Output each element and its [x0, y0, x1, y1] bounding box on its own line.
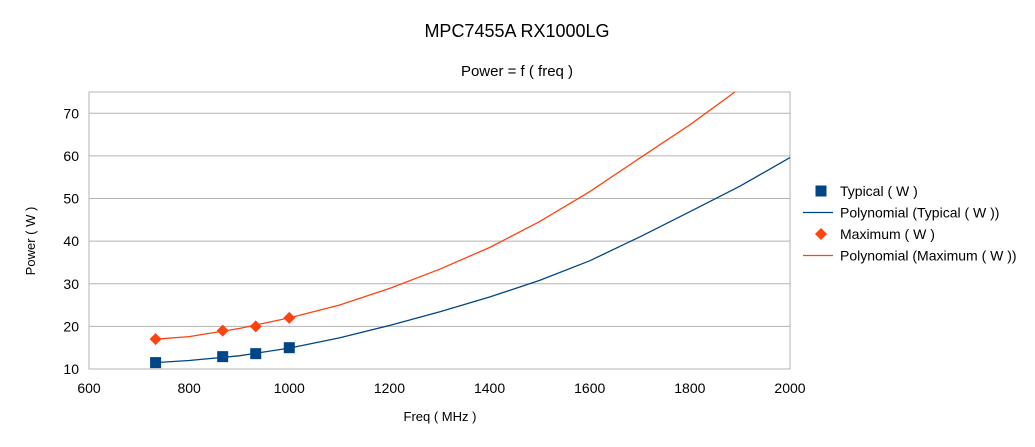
y-tick-label: 50 [63, 191, 79, 207]
legend: Typical ( W ) Polynomial (Typical ( W )) M… [803, 183, 1017, 264]
legend-diamond-icon [815, 228, 827, 240]
x-tick-label: 1400 [474, 380, 505, 396]
legend-entry-label: Polynomial (Typical ( W )) [840, 205, 999, 221]
y-axis-label: Power ( W ) [23, 207, 38, 276]
x-tick-label: 1000 [274, 380, 305, 396]
typical-data-point [217, 351, 229, 363]
maximum-data-point [283, 311, 296, 324]
typical-data-point [250, 348, 262, 360]
x-tick-label: 1800 [674, 380, 705, 396]
y-tick-label: 10 [63, 361, 79, 377]
typical-data-point [283, 342, 295, 354]
chart-title: MPC7455A RX1000LG [424, 21, 609, 41]
x-axis-label: Freq ( MHz ) [404, 409, 477, 424]
legend-entry-label: Polynomial (Maximum ( W )) [840, 248, 1017, 264]
legend-entry-label: Maximum ( W ) [840, 226, 935, 242]
maximum-data-point [249, 320, 262, 333]
trendline-series-line [155, 91, 736, 340]
y-tick-label: 60 [63, 148, 79, 164]
x-tick-label: 1200 [374, 380, 405, 396]
y-tick-label: 30 [63, 276, 79, 292]
maximum-data-point [216, 324, 229, 337]
series-group [149, 91, 791, 369]
y-axis-ticks: 10 20 30 40 50 60 70 [63, 105, 79, 377]
chart-subtitle: Power = f ( freq ) [461, 63, 573, 80]
maximum-data-point [149, 333, 162, 346]
y-tick-label: 20 [63, 318, 79, 334]
legend-square-icon [815, 185, 827, 197]
legend-entry-label: Typical ( W ) [840, 183, 918, 199]
x-tick-label: 800 [177, 380, 201, 396]
x-axis-ticks: 600 800 1000 1200 1400 1600 1800 2000 [77, 380, 805, 396]
x-tick-label: 1600 [574, 380, 605, 396]
typical-data-point [150, 357, 162, 369]
x-tick-label: 2000 [774, 380, 805, 396]
trendline-series-line [155, 157, 791, 364]
plot-area [88, 91, 791, 370]
y-tick-label: 40 [63, 233, 79, 249]
x-tick-label: 600 [77, 380, 101, 396]
y-tick-label: 70 [63, 105, 79, 121]
